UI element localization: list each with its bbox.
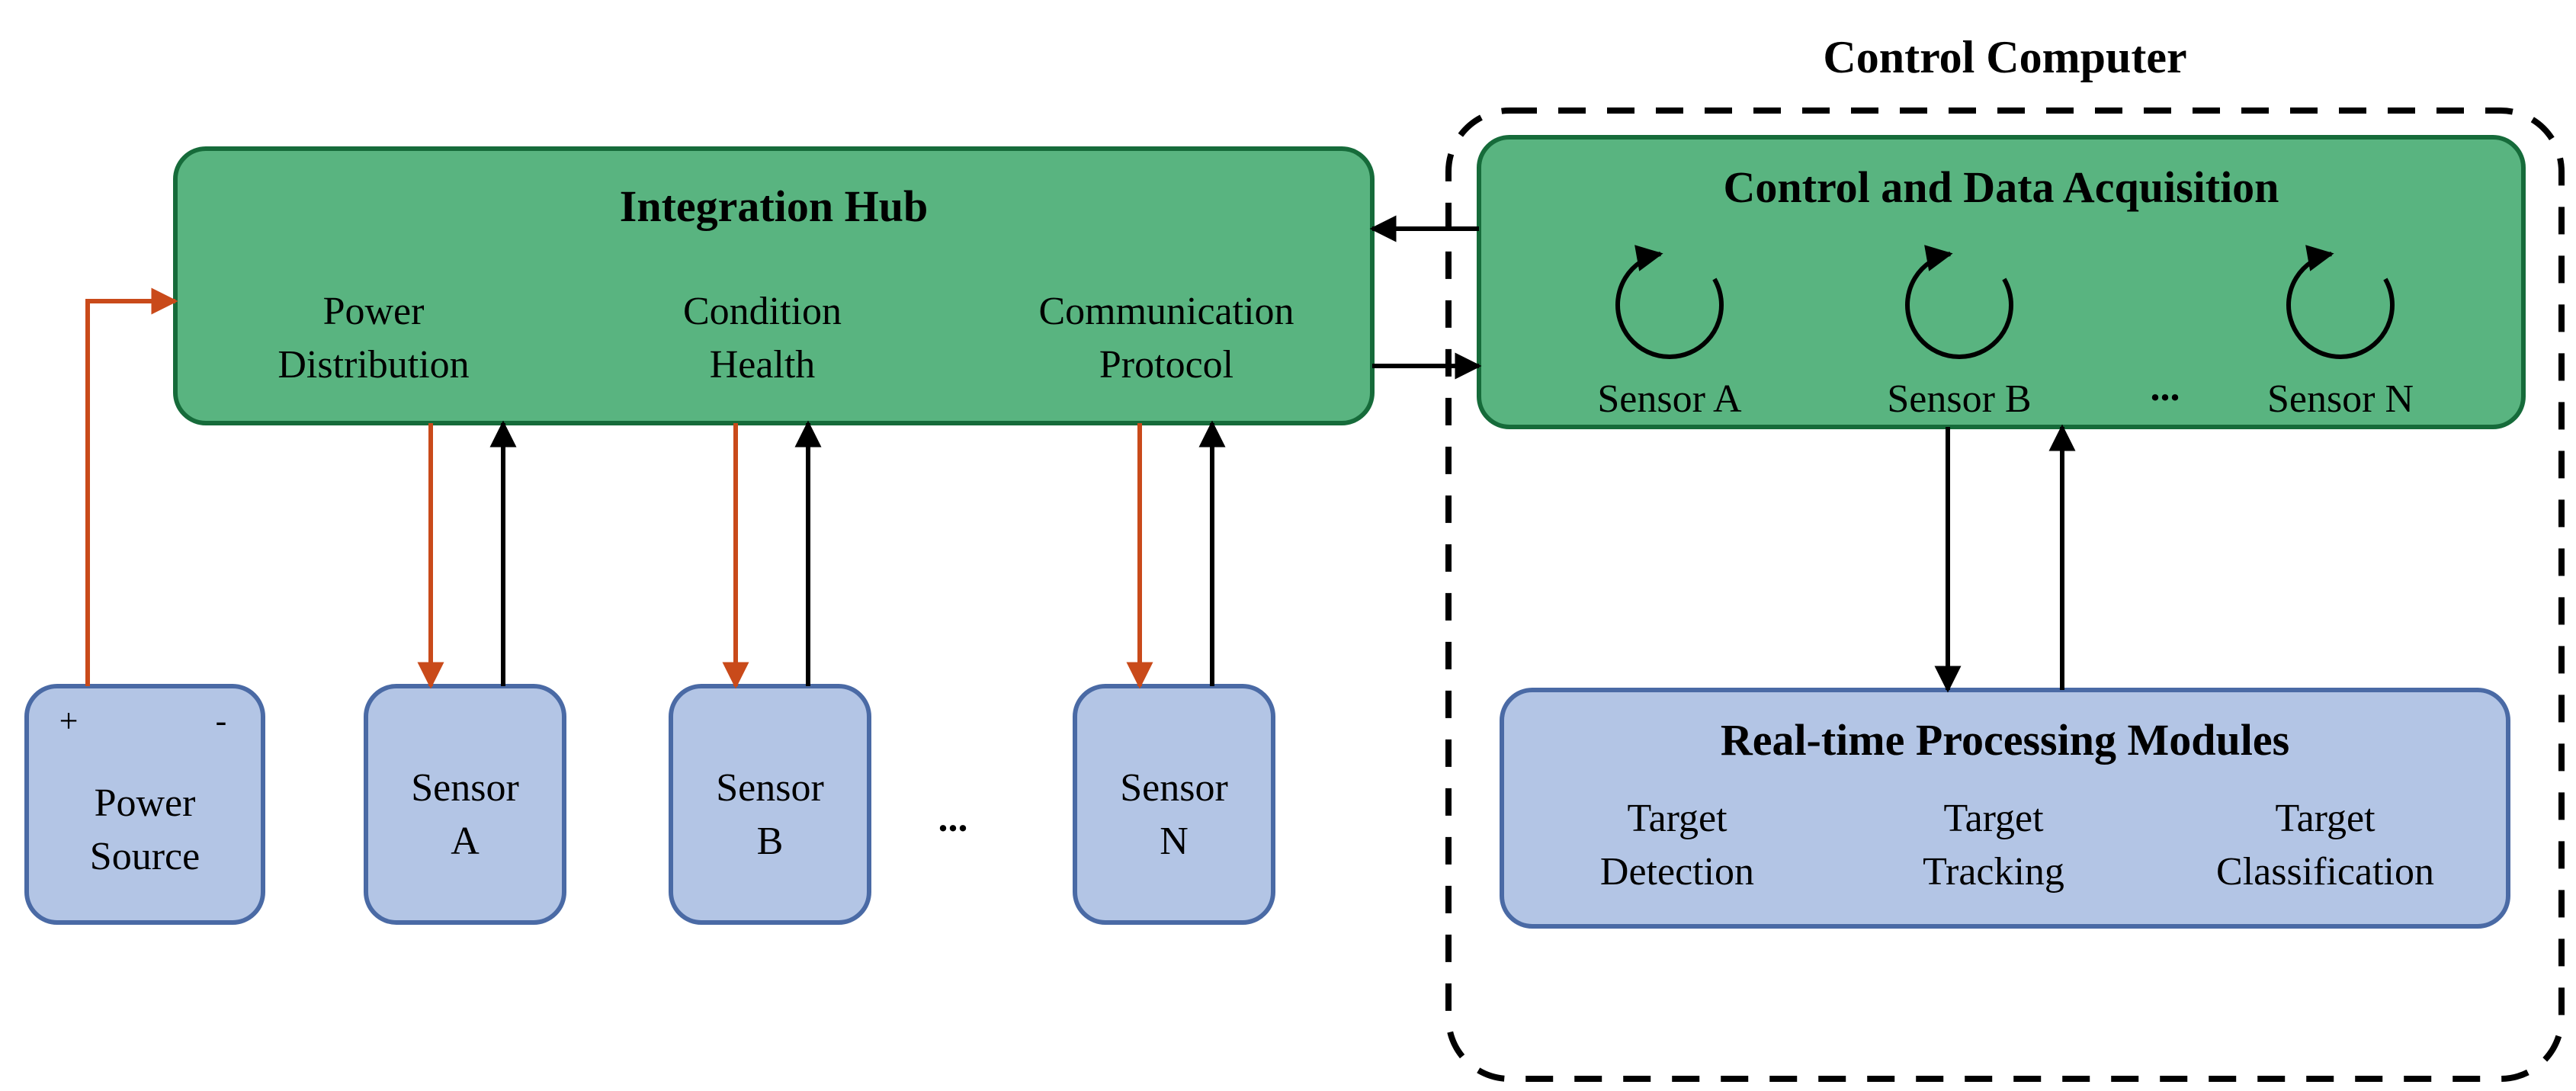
control-computer-label: Control Computer — [1823, 32, 2186, 82]
hub-col-0-l1: Power — [323, 290, 425, 333]
sensor-ellipsis: ... — [938, 797, 968, 840]
power-l2: Source — [90, 835, 200, 878]
hub-col-2-l2: Protocol — [1099, 343, 1233, 387]
rtpm-title: Real-time Processing Modules — [1721, 715, 2289, 765]
hub-col-1-l2: Health — [710, 343, 816, 387]
hub-col-1-l1: Condition — [683, 290, 842, 333]
sensor-0-l1: Sensor — [411, 766, 519, 810]
hub-col-0-l2: Distribution — [277, 343, 469, 387]
cda-loop-2-label: Sensor N — [2267, 377, 2414, 421]
power-l1: Power — [95, 781, 196, 825]
integration-hub-title: Integration Hub — [620, 181, 928, 231]
rtpm-col-0-l1: Target — [1627, 797, 1727, 840]
rtpm-col-0-l2: Detection — [1600, 850, 1754, 894]
sensor-1-l1: Sensor — [716, 766, 824, 810]
sensor-1-l2: B — [757, 820, 784, 863]
cda-title: Control and Data Acquisition — [1724, 162, 2279, 212]
sensor-0-l2: A — [451, 820, 480, 863]
sensor-2-l2: N — [1160, 820, 1189, 863]
cda-loop-1-label: Sensor B — [1887, 377, 2031, 421]
rtpm-col-1-l1: Target — [1943, 797, 2044, 840]
rtpm-col-2-l1: Target — [2275, 797, 2376, 840]
sensor-2-l1: Sensor — [1120, 766, 1228, 810]
arrow-power-to-hub — [88, 301, 175, 686]
rtpm-col-1-l2: Tracking — [1923, 850, 2064, 894]
power-minus: - — [216, 702, 227, 740]
power-plus: + — [59, 702, 79, 740]
cda-ellipsis: ... — [2151, 366, 2180, 409]
hub-col-2-l1: Communication — [1038, 290, 1294, 333]
rtpm-col-2-l2: Classification — [2216, 850, 2434, 894]
system-diagram: Control Computer Integration Hub Power Dist… — [0, 0, 2576, 1091]
cda-loop-0-label: Sensor A — [1597, 377, 1742, 421]
